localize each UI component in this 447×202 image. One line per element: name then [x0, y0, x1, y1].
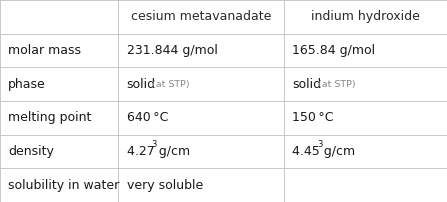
Text: solid: solid — [127, 78, 156, 91]
Text: (at STP): (at STP) — [152, 80, 190, 89]
Text: 165.84 g/mol: 165.84 g/mol — [292, 44, 375, 57]
Text: phase: phase — [8, 78, 46, 91]
Text: 150 °C: 150 °C — [292, 111, 333, 124]
Text: molar mass: molar mass — [8, 44, 81, 57]
Text: 3: 3 — [317, 140, 322, 149]
Text: 4.45 g/cm: 4.45 g/cm — [292, 145, 355, 158]
Text: 640 °C: 640 °C — [127, 111, 168, 124]
Text: melting point: melting point — [8, 111, 92, 124]
Text: solid: solid — [292, 78, 321, 91]
Text: solubility in water: solubility in water — [8, 179, 119, 192]
Text: 3: 3 — [152, 140, 157, 149]
Text: 231.844 g/mol: 231.844 g/mol — [127, 44, 217, 57]
Text: 4.27 g/cm: 4.27 g/cm — [127, 145, 190, 158]
Text: very soluble: very soluble — [127, 179, 203, 192]
Text: (at STP): (at STP) — [318, 80, 355, 89]
Text: density: density — [8, 145, 54, 158]
Text: indium hydroxide: indium hydroxide — [311, 10, 420, 23]
Text: cesium metavanadate: cesium metavanadate — [131, 10, 271, 23]
